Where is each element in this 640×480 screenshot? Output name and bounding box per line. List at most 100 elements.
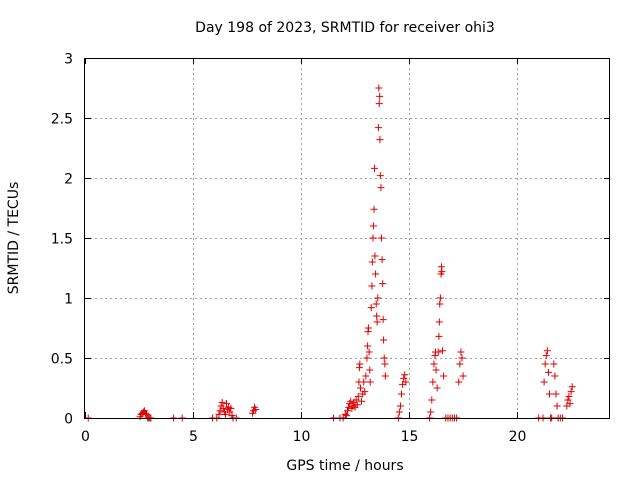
data-point: [433, 384, 441, 392]
data-point: [457, 348, 465, 356]
data-point: [377, 184, 385, 192]
data-point: [540, 378, 548, 386]
data-point: [375, 100, 383, 108]
data-point: [567, 388, 575, 396]
data-point: [432, 366, 440, 374]
y-tick-label: 1.5: [51, 232, 73, 248]
data-points: [84, 84, 576, 422]
data-point: [435, 332, 443, 340]
data-point: [360, 378, 368, 386]
data-point: [364, 342, 372, 350]
data-point: [438, 268, 446, 276]
data-point: [364, 324, 372, 332]
data-point: [356, 360, 364, 368]
data-point: [553, 402, 561, 410]
data-point: [440, 372, 448, 380]
data-point: [366, 378, 374, 386]
data-point: [219, 404, 227, 412]
data-point: [377, 234, 385, 242]
data-point: [546, 390, 554, 398]
x-tick-label: 15: [401, 429, 419, 445]
data-point: [542, 352, 550, 360]
data-point: [428, 396, 436, 404]
data-point: [347, 397, 355, 405]
data-point: [368, 282, 376, 290]
data-point: [373, 312, 381, 320]
data-point: [356, 384, 364, 392]
data-point: [370, 205, 378, 213]
data-point: [380, 336, 388, 344]
data-point: [552, 390, 560, 398]
data-point: [369, 222, 377, 230]
data-point: [395, 408, 403, 416]
grid-lines: [85, 58, 610, 418]
data-point: [215, 410, 223, 418]
data-point: [371, 252, 379, 260]
data-point: [380, 354, 388, 362]
data-point: [564, 396, 572, 404]
data-point: [376, 92, 384, 100]
data-point: [381, 372, 389, 380]
data-point: [402, 378, 410, 386]
data-point: [543, 347, 551, 355]
data-point: [376, 136, 384, 144]
data-point: [361, 388, 369, 396]
data-point: [362, 372, 370, 380]
data-point: [141, 409, 149, 417]
data-point: [566, 400, 574, 408]
x-tick-label: 10: [293, 429, 311, 445]
x-tick-label: 20: [509, 429, 527, 445]
data-point: [353, 401, 361, 409]
data-point: [427, 408, 435, 416]
data-point: [223, 400, 231, 408]
data-point: [344, 407, 351, 415]
data-point: [363, 354, 371, 362]
data-point: [401, 371, 409, 379]
data-point: [342, 412, 350, 420]
data-point: [400, 374, 408, 382]
y-tick-label: 1: [64, 292, 73, 308]
chart-title: Day 198 of 2023, SRMTID for receiver ohi…: [195, 20, 495, 36]
y-tick-label: 2: [64, 172, 73, 188]
data-point: [226, 408, 234, 416]
data-point: [221, 410, 229, 418]
data-point: [379, 316, 387, 324]
data-point: [436, 294, 444, 302]
y-tick-label: 0.5: [51, 352, 73, 368]
plot-frame: [84, 58, 610, 419]
data-point: [368, 258, 376, 266]
data-point: [439, 347, 447, 355]
data-point: [354, 392, 362, 400]
data-point: [565, 392, 573, 400]
data-point: [429, 378, 437, 386]
data-point: [551, 372, 559, 380]
axis-ticks: 0 0.5 1 1.5 2 2.5 3 0 5 10 15 20: [51, 52, 610, 445]
data-point: [456, 360, 464, 368]
x-axis-label: GPS time / hours: [286, 458, 403, 474]
data-point: [396, 402, 404, 410]
data-point: [541, 360, 549, 368]
data-point: [374, 124, 382, 132]
data-point: [374, 294, 382, 302]
data-point: [459, 372, 467, 380]
y-tick-label: 2.5: [51, 112, 73, 128]
data-point: [341, 410, 349, 418]
data-point: [358, 397, 366, 405]
y-tick-label: 3: [64, 52, 73, 68]
x-tick-label: 0: [81, 429, 90, 445]
data-point: [367, 304, 375, 312]
data-point: [458, 354, 466, 362]
data-point: [345, 403, 353, 411]
data-point: [143, 410, 151, 418]
data-point: [550, 360, 558, 368]
data-point: [218, 398, 226, 406]
data-point: [372, 300, 380, 308]
data-point: [430, 360, 438, 368]
data-point: [252, 406, 260, 414]
data-point: [372, 270, 380, 278]
data-point: [568, 383, 576, 391]
y-axis-label: SRMTID / TECUs: [6, 182, 22, 295]
data-point: [435, 318, 443, 326]
data-point: [227, 404, 235, 412]
